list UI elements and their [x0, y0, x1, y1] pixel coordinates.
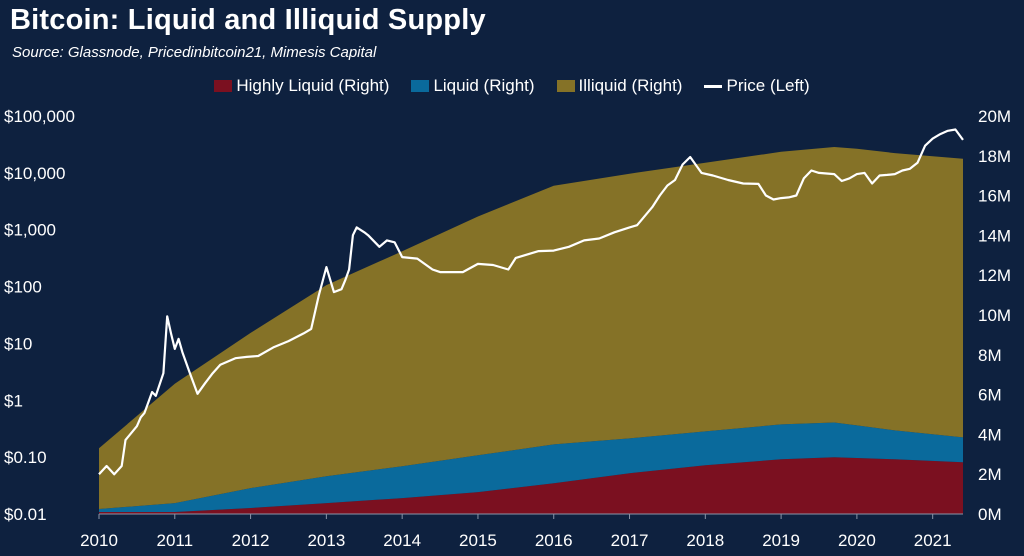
x-tick-label: 2020: [838, 531, 876, 550]
legend-label-price: Price (Left): [726, 76, 810, 95]
right-tick-label: 12M: [978, 266, 1011, 285]
x-tick-label: 2021: [914, 531, 952, 550]
x-tick-label: 2015: [459, 531, 497, 550]
x-tick-label: 2016: [535, 531, 573, 550]
legend-swatch-liquid: [411, 80, 430, 92]
right-tick-label: 20M: [978, 107, 1011, 126]
left-tick-label: $1: [4, 391, 23, 410]
left-tick-label: $10,000: [4, 164, 65, 183]
chart-subtitle: Source: Glassnode, Pricedinbitcoin21, Mi…: [12, 44, 377, 61]
legend-item-liquid: Liquid (Right): [411, 76, 535, 96]
legend: Highly Liquid (Right) Liquid (Right) Ill…: [0, 76, 1024, 96]
legend-item-highly-liquid: Highly Liquid (Right): [214, 76, 389, 96]
legend-swatch-illiquid: [556, 80, 575, 92]
left-tick-label: $0.01: [4, 505, 47, 524]
legend-item-price: Price (Left): [704, 76, 810, 96]
left-tick-label: $100,000: [4, 107, 75, 126]
legend-label-liquid: Liquid (Right): [433, 76, 535, 95]
legend-swatch-highly-liquid: [214, 80, 233, 92]
legend-item-illiquid: Illiquid (Right): [556, 76, 683, 96]
x-tick-label: 2013: [307, 531, 345, 550]
x-tick-label: 2018: [686, 531, 724, 550]
right-tick-label: 2M: [978, 465, 1002, 484]
x-tick-label: 2017: [611, 531, 649, 550]
price-line: [98, 128, 964, 476]
x-tick-label: 2014: [383, 531, 421, 550]
left-tick-label: $0.10: [4, 448, 47, 467]
right-tick-label: 8M: [978, 346, 1002, 365]
right-tick-label: 0M: [978, 505, 1002, 524]
area-liquid-right: [99, 422, 963, 512]
right-tick-label: 16M: [978, 187, 1011, 206]
left-tick-label: $1,000: [4, 221, 56, 240]
legend-swatch-price: [704, 84, 723, 88]
x-tick-label: 2012: [232, 531, 270, 550]
left-tick-label: $100: [4, 278, 42, 297]
right-tick-label: 18M: [978, 147, 1011, 166]
right-tick-label: 4M: [978, 425, 1002, 444]
area-highly-liquid-right: [99, 457, 963, 514]
x-tick-label: 2010: [80, 531, 118, 550]
legend-label-highly-liquid: Highly Liquid (Right): [236, 76, 390, 95]
right-tick-label: 14M: [978, 226, 1011, 245]
chart-title: Bitcoin: Liquid and Illiquid Supply: [10, 4, 486, 36]
area-illiquid-right: [99, 147, 963, 509]
legend-label-illiquid: Illiquid (Right): [578, 76, 683, 95]
right-tick-label: 10M: [978, 306, 1011, 325]
x-tick-label: 2019: [762, 531, 800, 550]
right-tick-label: 6M: [978, 386, 1002, 405]
left-tick-label: $10: [4, 334, 32, 353]
x-tick-label: 2011: [157, 531, 194, 550]
